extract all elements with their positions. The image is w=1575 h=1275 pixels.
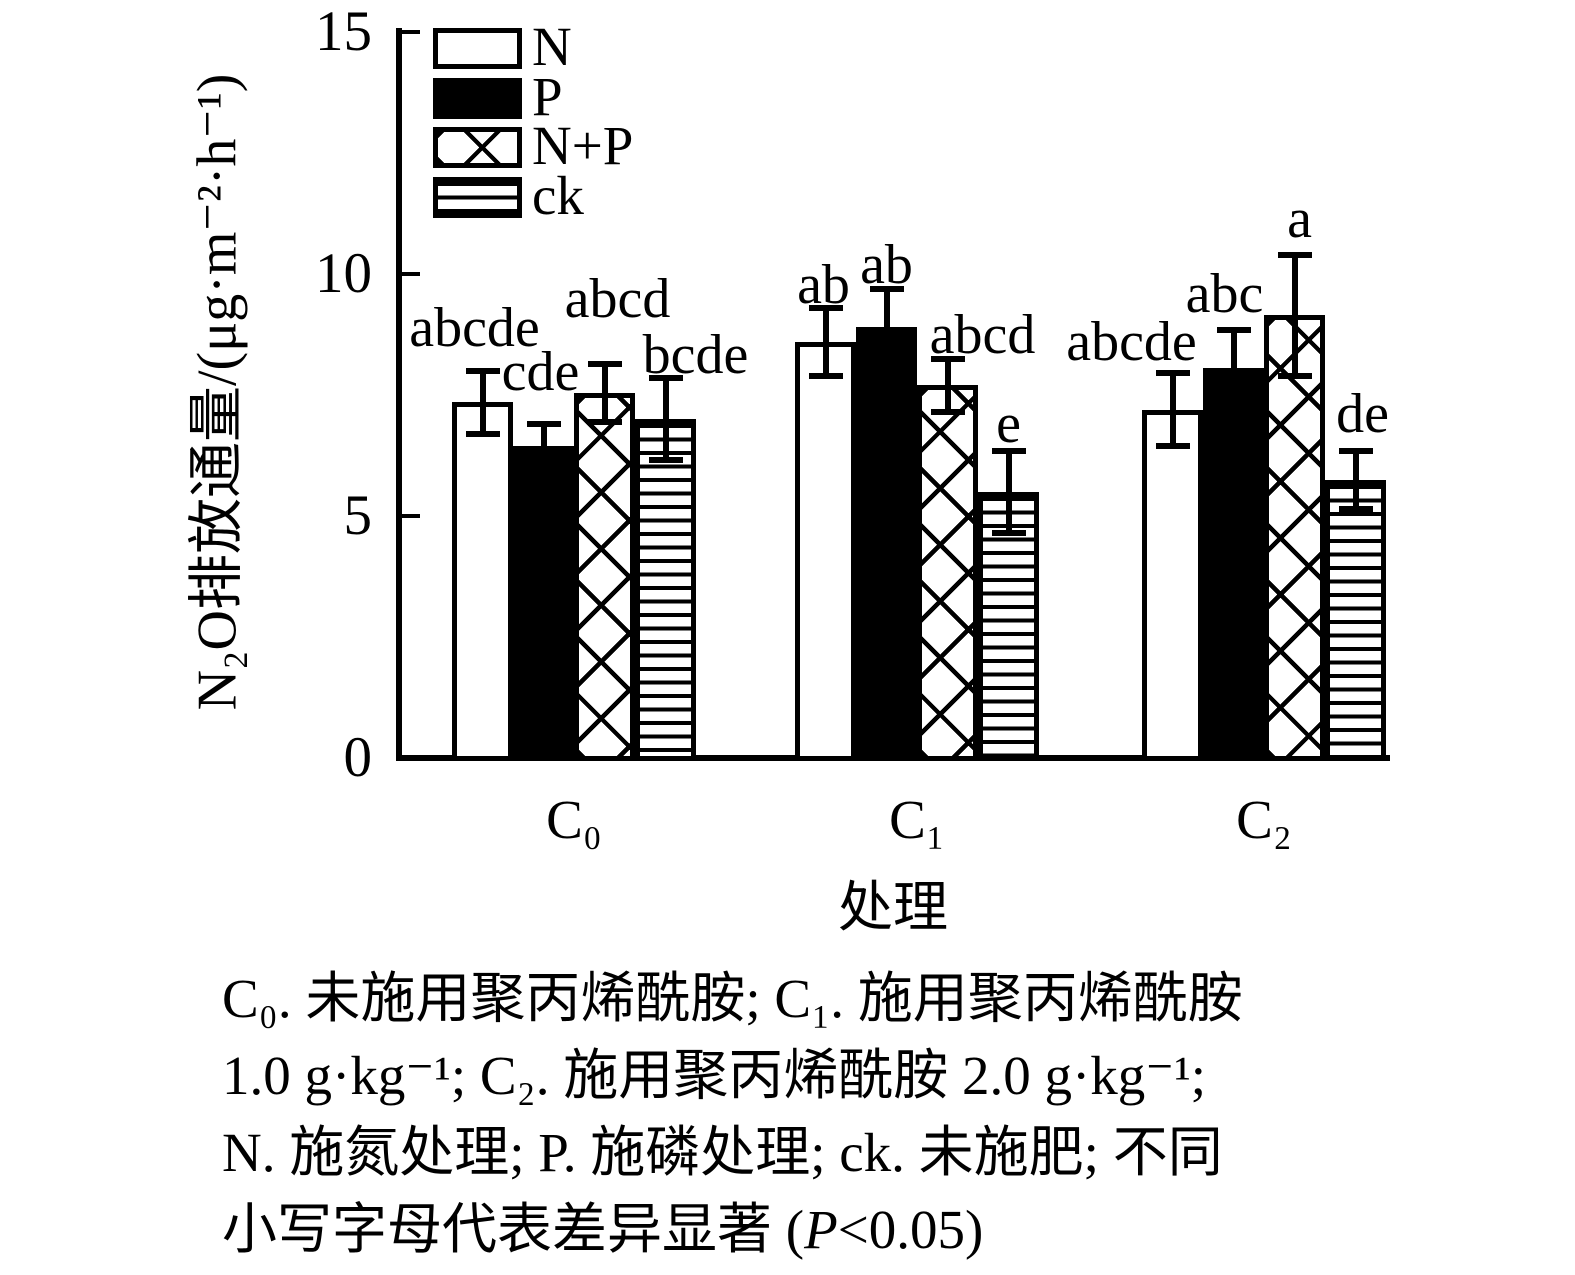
caption-line-4-pre: 小写字母代表差异显著 ( (222, 1199, 805, 1260)
y-tick-label-5: 5 (343, 484, 373, 547)
bar-ck-C₂ (1325, 479, 1386, 761)
sig-letter-N-C₂: abcde (1066, 311, 1197, 374)
error-bar-cap-bottom-P-C₀ (526, 464, 561, 471)
error-bar-cap-top-ck-C₀ (648, 375, 683, 382)
sig-letter-P-C₂: abc (1185, 262, 1264, 325)
caption-line-4: 小写字母代表差异显著 (P<0.05) (222, 1191, 1482, 1268)
bar-P-C₁ (856, 327, 917, 761)
error-bar-cap-top-N+P-C₁ (930, 355, 965, 362)
error-bar-line-N+P-C₂ (1291, 254, 1298, 376)
caption-line-1: C₀. 未施用聚丙烯酰胺; C₁. 施用聚丙烯酰胺 (222, 968, 1243, 1029)
legend-swatch-N+P (433, 127, 522, 169)
error-bar-cap-top-ck-C₁ (991, 447, 1026, 454)
sig-letter-N+P-C₂: a (1287, 187, 1312, 250)
caption-line-4-pvalue: P (804, 1199, 838, 1260)
y-tick-label-10: 10 (315, 242, 372, 305)
figure-caption: C₀. 未施用聚丙烯酰胺; C₁. 施用聚丙烯酰胺 1.0 g·kg⁻¹; C₂… (222, 960, 1482, 1268)
error-bar-cap-top-N+P-C₀ (587, 360, 622, 367)
error-bar-cap-top-P-C₁ (869, 285, 904, 292)
sig-letter-P-C₁: ab (860, 233, 913, 296)
bar-P-C₂ (1203, 368, 1264, 761)
legend-swatch-P (433, 77, 522, 119)
sig-letter-ck-C₀: bcde (642, 324, 749, 387)
error-bar-cap-top-N-C₂ (1155, 370, 1190, 377)
error-bar-cap-bottom-P-C₂ (1216, 404, 1251, 411)
x-tick-label-0: C₀ (546, 789, 602, 850)
y-tick-label-15: 15 (315, 0, 372, 63)
legend-label-ck: ck (532, 165, 584, 227)
bar-P-C₀ (513, 445, 574, 761)
y-axis-line (396, 28, 402, 761)
error-bar-cap-bottom-ck-C₀ (648, 457, 683, 464)
error-bar-line-N+P-C₀ (601, 363, 608, 422)
y-tick-mark-10 (402, 272, 420, 276)
error-bar-cap-top-P-C₂ (1216, 326, 1251, 333)
sig-letter-N-C₀: abcde (409, 296, 540, 359)
error-bar-cap-bottom-N-C₀ (465, 430, 500, 437)
error-bar-cap-top-N-C₁ (808, 304, 843, 311)
error-bar-line-N-C₀ (479, 370, 486, 434)
legend-label-N+P: N+P (532, 115, 634, 177)
bar-N-C₁ (795, 341, 856, 761)
bar-N+P-C₂ (1264, 315, 1325, 761)
y-tick-mark-15 (402, 30, 420, 34)
error-bar-line-P-C₂ (1230, 329, 1237, 408)
error-bar-cap-top-N-C₀ (465, 367, 500, 374)
x-tick-label-2: C₂ (1236, 789, 1292, 850)
bar-N-C₀ (452, 402, 513, 761)
error-bar-cap-bottom-N+P-C₀ (587, 418, 622, 425)
sig-letter-N+P-C₀: abcd (564, 267, 671, 330)
error-bar-line-P-C₀ (540, 424, 547, 468)
error-bar-cap-top-N+P-C₂ (1277, 251, 1312, 258)
error-bar-cap-bottom-N+P-C₁ (930, 408, 965, 415)
legend-swatch-ck (433, 177, 522, 219)
bar-ck-C₁ (978, 491, 1039, 761)
bar-ck-C₀ (635, 419, 696, 761)
error-bar-cap-bottom-ck-C₁ (991, 529, 1026, 536)
bar-N-C₂ (1142, 409, 1203, 761)
caption-line-2: 1.0 g·kg⁻¹; C₂. 施用聚丙烯酰胺 2.0 g·kg⁻¹; (222, 1045, 1207, 1106)
error-bar-line-ck-C₁ (1005, 450, 1012, 533)
sig-letter-ck-C₁: e (996, 392, 1021, 455)
error-bar-cap-bottom-N-C₂ (1155, 442, 1190, 449)
y-tick-mark-5 (402, 514, 420, 518)
error-bar-line-ck-C₀ (662, 378, 669, 461)
caption-line-3: N. 施氮处理; P. 施磷处理; ck. 未施肥; 不同 (222, 1122, 1223, 1183)
legend-swatch-N (433, 28, 522, 69)
sig-letter-N+P-C₁: abcd (929, 303, 1036, 366)
y-tick-label-0: 0 (343, 726, 373, 789)
error-bar-line-N-C₁ (822, 307, 829, 376)
error-bar-cap-bottom-N-C₁ (808, 372, 843, 379)
sig-letter-ck-C₂: de (1336, 382, 1389, 445)
error-bar-cap-top-P-C₀ (526, 421, 561, 428)
error-bar-line-P-C₁ (883, 288, 890, 366)
error-bar-line-N+P-C₁ (944, 358, 951, 412)
sig-letter-P-C₀: cde (501, 341, 580, 404)
error-bar-cap-bottom-P-C₁ (869, 362, 904, 369)
sig-letter-N-C₁: ab (797, 253, 850, 316)
legend-label-P: P (532, 65, 563, 127)
error-bar-cap-bottom-ck-C₂ (1338, 505, 1373, 512)
error-bar-cap-top-ck-C₂ (1338, 447, 1373, 454)
bar-N+P-C₀ (574, 392, 635, 761)
error-bar-line-ck-C₂ (1352, 450, 1359, 509)
x-axis-title: 处理 (837, 877, 949, 938)
error-bar-cap-bottom-N+P-C₂ (1277, 372, 1312, 379)
x-tick-label-1: C₁ (889, 789, 945, 850)
error-bar-line-N-C₂ (1169, 373, 1176, 446)
bar-N+P-C₁ (917, 385, 978, 761)
caption-line-4-post: <0.05) (837, 1199, 984, 1260)
legend-label-N: N (532, 16, 572, 77)
